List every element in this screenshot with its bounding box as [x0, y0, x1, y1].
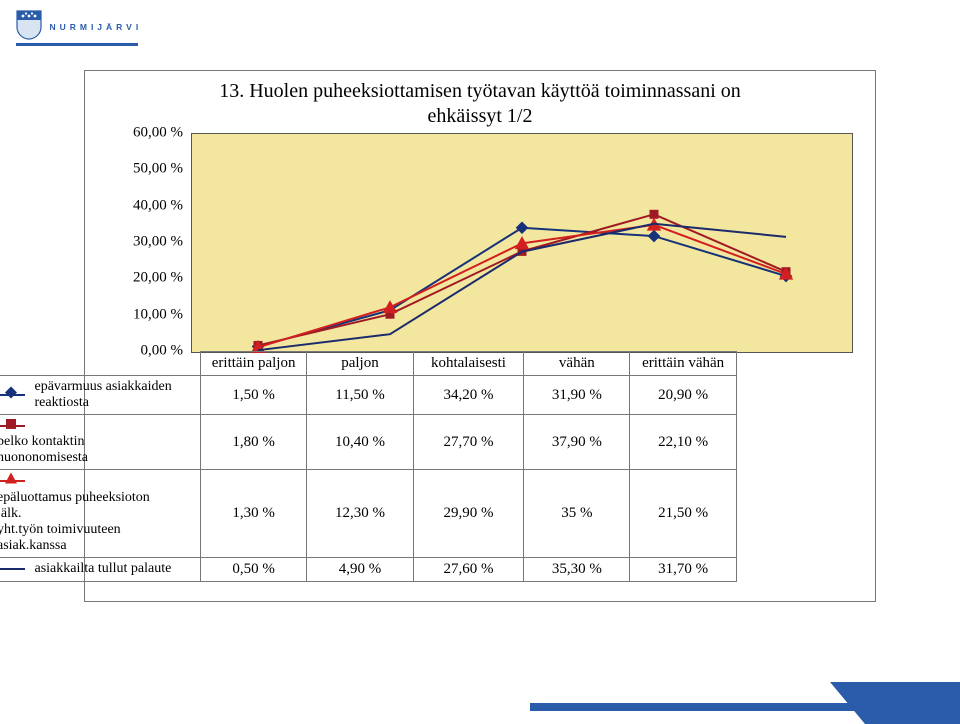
series-legend: pelko kontaktin huononomisesta: [0, 415, 200, 470]
category-header: erittäin vähän: [630, 352, 737, 376]
data-cell: 1,50 %: [200, 376, 307, 415]
data-cell: 35,30 %: [524, 557, 630, 581]
series-label: asiakkailta tullut palaute: [35, 561, 172, 577]
chart-title: 13. Huolen puheeksiottamisen työtavan kä…: [85, 79, 875, 129]
category-header: kohtalaisesti: [413, 352, 524, 376]
data-cell: 31,70 %: [630, 557, 737, 581]
chart-title-l1: 13. Huolen puheeksiottamisen työtavan kä…: [219, 80, 741, 102]
data-cell: 27,60 %: [413, 557, 524, 581]
y-tick-label: 60,00 %: [133, 125, 183, 142]
y-tick-label: 40,00 %: [133, 197, 183, 214]
series-label: epävarmuus asiakkaidenreaktiosta: [35, 379, 172, 411]
data-cell: 35 %: [524, 470, 630, 557]
table-header-row: erittäin paljonpaljonkohtalaisestivähäne…: [0, 352, 737, 376]
data-cell: 22,10 %: [630, 415, 737, 470]
y-tick-label: 50,00 %: [133, 161, 183, 178]
series-legend: asiakkailta tullut palaute: [0, 557, 200, 581]
category-header: vähän: [524, 352, 630, 376]
y-tick-label: 10,00 %: [133, 306, 183, 323]
series-legend: epäluottamus puheeksioton jälk.yht.työn …: [0, 470, 200, 557]
table-row: asiakkailta tullut palaute 0,50 %4,90 %2…: [0, 557, 737, 581]
chart-title-l2: ehkäissyt 1/2: [428, 105, 533, 127]
data-cell: 37,90 %: [524, 415, 630, 470]
data-cell: 29,90 %: [413, 470, 524, 557]
data-cell: 1,30 %: [200, 470, 307, 557]
slide: NURMIJÄRVI 13. Huolen puheeksiottamisen …: [0, 0, 960, 724]
brand-name: NURMIJÄRVI: [49, 22, 142, 32]
data-cell: 21,50 %: [630, 470, 737, 557]
category-header: erittäin paljon: [200, 352, 307, 376]
series-legend: epävarmuus asiakkaidenreaktiosta: [0, 376, 200, 415]
category-header: paljon: [307, 352, 413, 376]
chart-frame: 13. Huolen puheeksiottamisen työtavan kä…: [84, 70, 876, 602]
data-cell: 0,50 %: [200, 557, 307, 581]
series-label: epäluottamus puheeksioton jälk.yht.työn …: [0, 490, 172, 554]
data-cell: 20,90 %: [630, 376, 737, 415]
data-cell: 10,40 %: [307, 415, 413, 470]
brand-underline: [16, 43, 138, 46]
plot-area: [191, 133, 853, 353]
table-row: epäluottamus puheeksioton jälk.yht.työn …: [0, 470, 737, 557]
data-table: erittäin paljonpaljonkohtalaisestivähäne…: [0, 351, 737, 582]
data-cell: 1,80 %: [200, 415, 307, 470]
y-tick-label: 20,00 %: [133, 270, 183, 287]
brand-logo: NURMIJÄRVI: [16, 10, 146, 46]
data-cell: 12,30 %: [307, 470, 413, 557]
data-cell: 34,20 %: [413, 376, 524, 415]
data-cell: 31,90 %: [524, 376, 630, 415]
table-row: pelko kontaktin huononomisesta 1,80 %10,…: [0, 415, 737, 470]
y-axis-labels: 0,00 %10,00 %20,00 %30,00 %40,00 %50,00 …: [85, 133, 183, 351]
data-cell: 4,90 %: [307, 557, 413, 581]
table-row: epävarmuus asiakkaidenreaktiosta 1,50 %1…: [0, 376, 737, 415]
shield-icon: [16, 10, 42, 40]
y-tick-label: 30,00 %: [133, 234, 183, 251]
data-cell: 27,70 %: [413, 415, 524, 470]
series-label: pelko kontaktin huononomisesta: [0, 434, 172, 466]
plot-svg: [192, 134, 852, 352]
footer-decor: [530, 682, 960, 724]
data-cell: 11,50 %: [307, 376, 413, 415]
